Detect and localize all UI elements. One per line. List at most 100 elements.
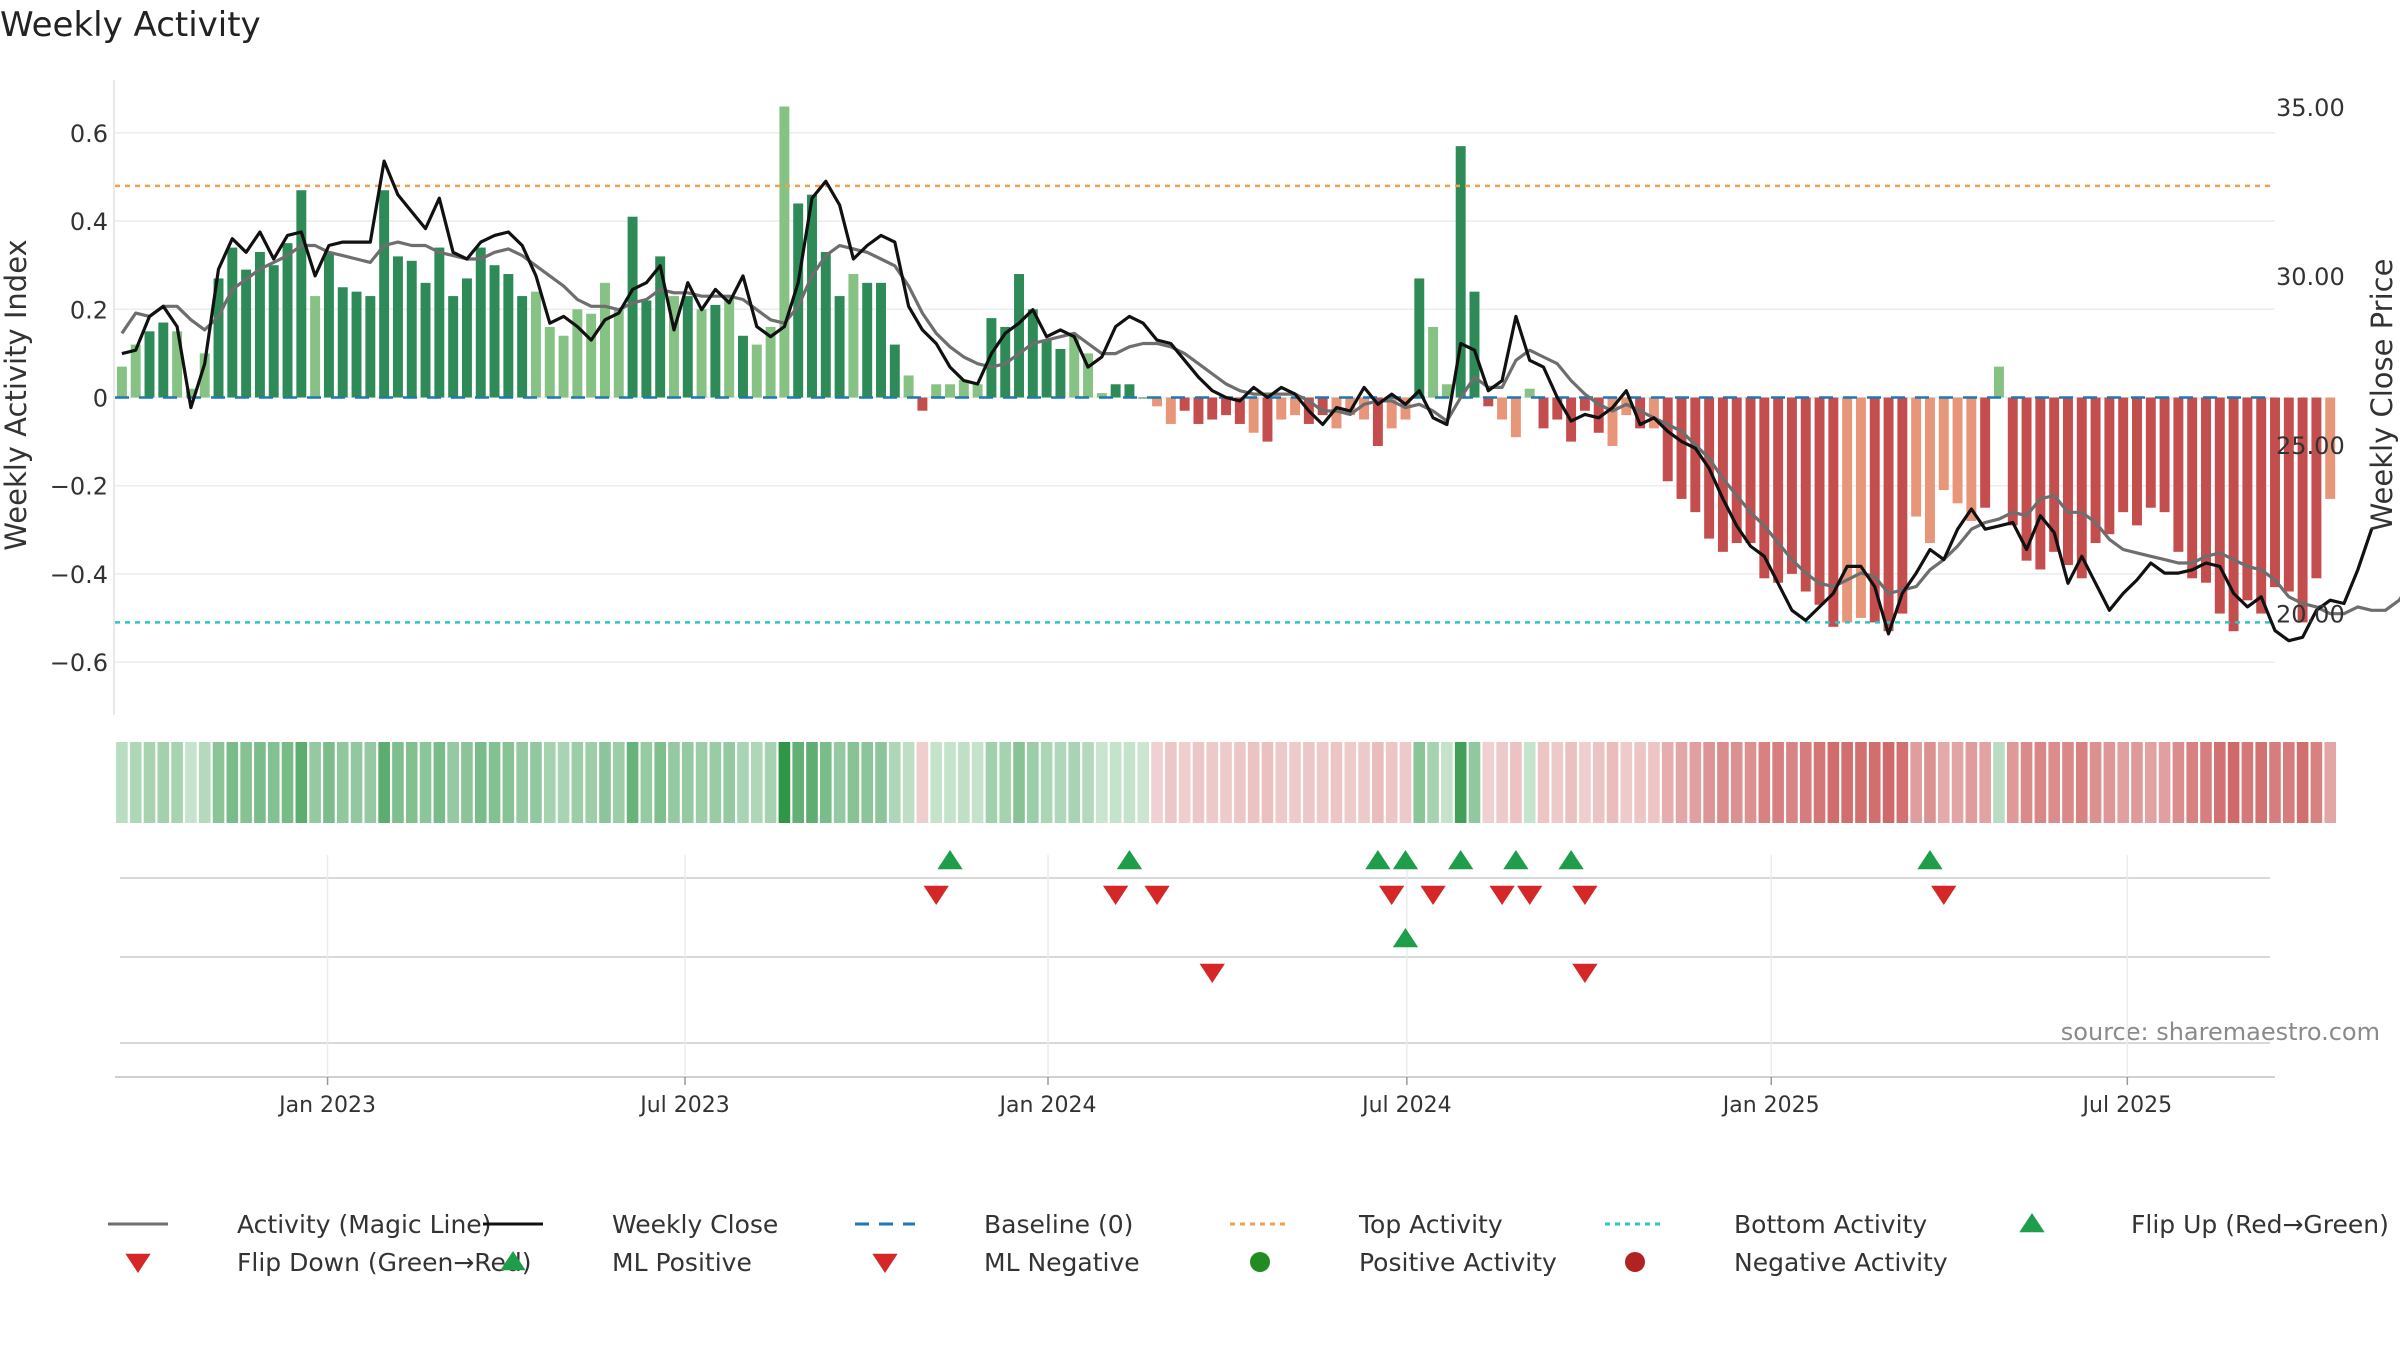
axes: 0.6 0.4 0.2 0 −0.2 −0.4 −0.6 35.00 30.00 25.00 20.…	[50, 80, 2345, 715]
heat-cell	[1772, 742, 1784, 823]
activity-bar	[1676, 397, 1687, 499]
activity-bar	[406, 260, 417, 398]
heat-cell	[1510, 742, 1522, 823]
heat-cell	[1247, 742, 1260, 823]
heat-cell	[1993, 742, 2005, 823]
activity-bar	[241, 269, 252, 398]
heat-cell	[433, 742, 446, 823]
heat-cell	[2006, 742, 2019, 823]
heat-cell	[129, 742, 142, 823]
activity-bar	[530, 291, 541, 398]
x-tick-label: Jan 2023	[277, 1093, 376, 1118]
activity-bar	[1759, 397, 1770, 579]
flip-up-marker	[1558, 850, 1584, 870]
heat-cell	[1413, 742, 1426, 823]
x-tick-label: Jul 2024	[1360, 1093, 1452, 1118]
activity-bar	[2297, 397, 2308, 623]
heat-cell	[392, 742, 404, 823]
activity-bar	[434, 247, 445, 398]
heat-cell	[875, 742, 887, 823]
activity-bar	[724, 296, 735, 398]
heat-cell	[309, 742, 321, 823]
heat-cell	[1979, 742, 1991, 823]
activity-bar	[1966, 397, 1977, 521]
activity-bar	[669, 296, 679, 398]
activity-bar	[1483, 397, 1494, 407]
heat-cell	[1937, 742, 1950, 823]
activity-bar	[172, 331, 183, 398]
heat-cell	[1523, 742, 1536, 823]
activity-bar	[1938, 397, 1949, 491]
heat-cell	[1496, 742, 1508, 823]
activity-bar	[862, 282, 873, 398]
heat-cell	[792, 742, 804, 823]
heat-cell	[2103, 742, 2116, 823]
heat-cell	[709, 742, 722, 823]
heat-cell	[143, 742, 156, 823]
activity-bar	[1786, 397, 1797, 574]
activity-bar	[158, 322, 169, 398]
activity-bar	[807, 194, 817, 398]
heat-cell	[295, 742, 308, 823]
activity-bar	[1193, 397, 1204, 424]
activity-bar	[1731, 397, 1742, 544]
heat-cell	[1606, 742, 1619, 823]
heat-cell	[1634, 742, 1646, 823]
ml-positive-marker	[1392, 928, 1419, 948]
activity-bar	[1621, 397, 1632, 416]
heat-cell	[1882, 742, 1895, 823]
y2-tick-label: 35.00	[2276, 94, 2345, 122]
heat-cell	[1137, 742, 1150, 823]
magic-line	[120, 240, 2400, 616]
activity-bar	[2228, 397, 2239, 632]
heat-cell	[1289, 742, 1301, 823]
activity-bar	[1069, 335, 1080, 398]
activity-bar	[130, 344, 141, 398]
activity-bar	[213, 278, 224, 398]
activity-bar	[1469, 291, 1480, 398]
activity-bar	[1110, 384, 1121, 398]
heat-cell	[861, 742, 874, 823]
legend-swatch	[125, 1253, 151, 1273]
heat-cell	[1275, 742, 1288, 823]
activity-bar	[751, 344, 762, 398]
heat-cell	[2283, 742, 2295, 823]
flip-down-marker	[1144, 885, 1170, 905]
heat-cell	[1661, 742, 1674, 823]
heat-cell	[1565, 742, 1577, 823]
heat-cell	[185, 742, 197, 823]
activity-bar	[2090, 397, 2101, 544]
heat-cell	[1316, 742, 1329, 823]
heat-cell	[1648, 742, 1660, 823]
heat-cell	[1703, 742, 1715, 823]
heat-cell	[1841, 742, 1853, 823]
activity-bar	[199, 353, 210, 398]
heat-cell	[571, 742, 584, 823]
flip-down-marker	[1572, 885, 1598, 905]
activity-bar	[1690, 397, 1701, 513]
heat-cell	[958, 742, 970, 823]
heat-cell	[640, 742, 653, 823]
activity-bar	[917, 397, 928, 411]
legend-label: Baseline (0)	[984, 1210, 1133, 1239]
activity-bar	[1648, 397, 1659, 429]
activity-bar	[392, 256, 403, 398]
activity-bar	[517, 296, 528, 398]
heat-cell	[2144, 742, 2157, 823]
activity-bar	[2325, 397, 2336, 499]
reference-lines	[115, 184, 2275, 624]
legend-swatch	[2019, 1213, 2045, 1233]
activity-bar	[1911, 397, 1922, 517]
activity-bar	[1055, 348, 1066, 398]
activity-bar	[2145, 397, 2156, 508]
activity-bar	[1635, 397, 1646, 429]
heat-cell	[889, 742, 901, 823]
heat-cell	[654, 742, 666, 823]
activity-bar	[1773, 397, 1784, 583]
heat-cell	[1468, 742, 1481, 823]
activity-bar	[1538, 397, 1549, 429]
activity-bar	[1579, 397, 1590, 411]
activity-bar	[945, 384, 955, 398]
heat-cell	[2089, 742, 2102, 823]
heat-cell	[806, 742, 818, 823]
